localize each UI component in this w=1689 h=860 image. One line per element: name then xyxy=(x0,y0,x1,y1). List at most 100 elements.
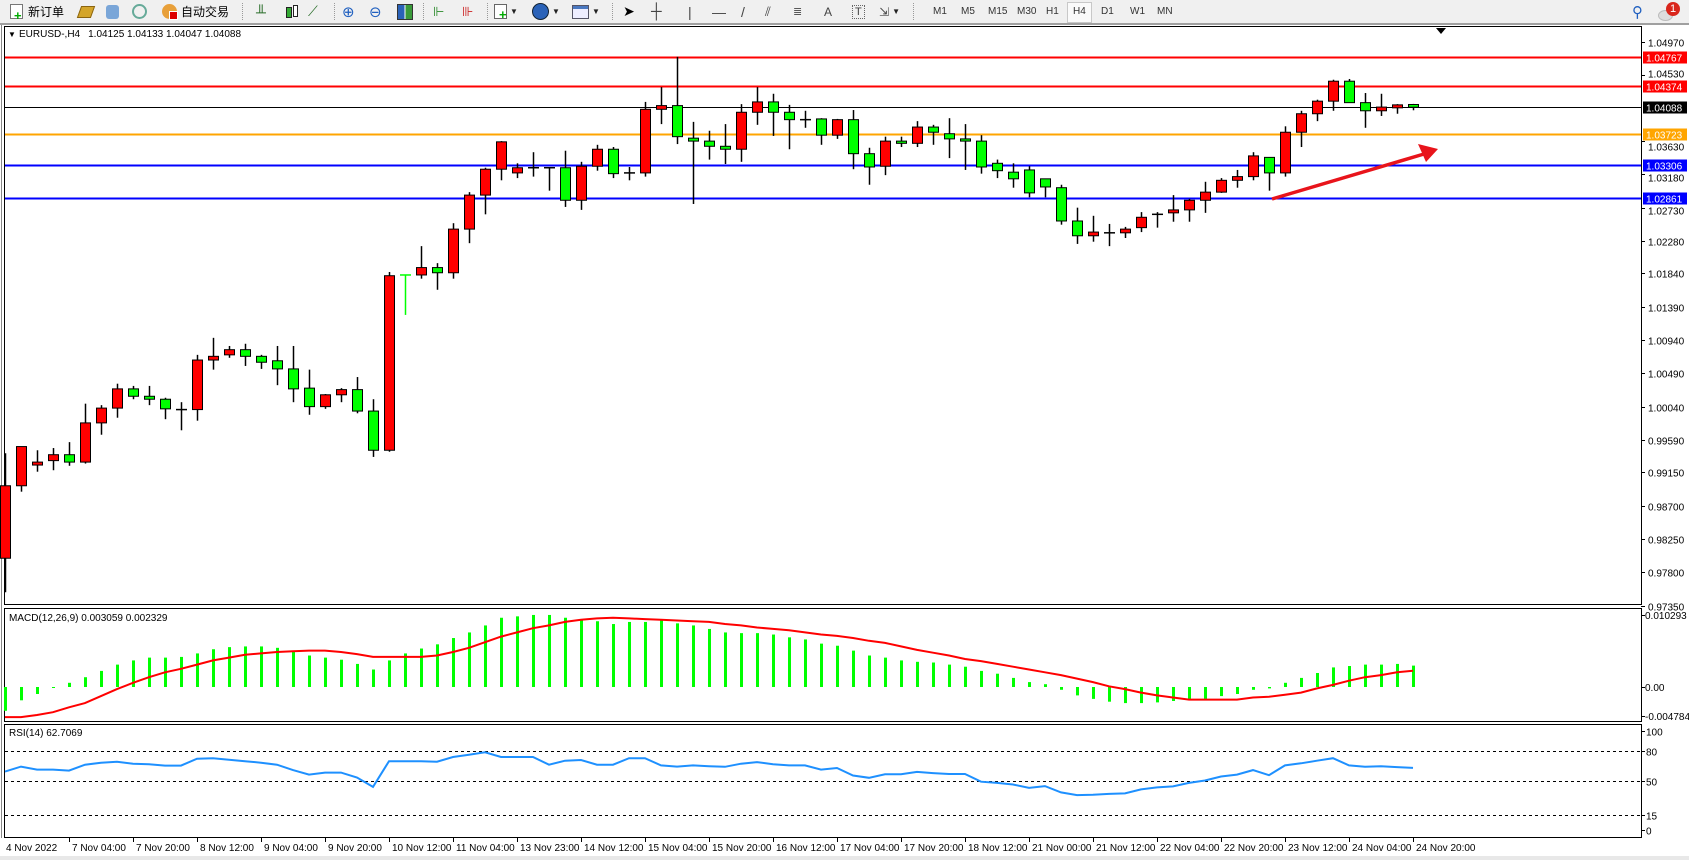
candlestick-button[interactable] xyxy=(283,2,299,21)
arrows-button[interactable]: ⇲ ▼ xyxy=(879,2,900,21)
candle xyxy=(528,152,539,177)
header-collapse-icon[interactable]: ▼ xyxy=(8,30,16,39)
timeframe-d1[interactable]: D1 xyxy=(1101,6,1114,17)
candle xyxy=(16,446,27,492)
price-tick-label: 0.98700 xyxy=(1648,503,1685,514)
vertical-line-button[interactable]: | xyxy=(688,2,692,21)
timeframe-m5[interactable]: M5 xyxy=(961,6,975,17)
status-strip xyxy=(0,856,1689,860)
zoom-in-button[interactable]: ⊕ xyxy=(342,2,355,21)
macd-histogram-bar xyxy=(68,682,71,687)
macd-histogram-bar xyxy=(884,657,887,687)
candle xyxy=(1312,99,1323,122)
price-level-tag xyxy=(1643,159,1687,172)
chart-window[interactable]: 1.04970 1.04530 1.03630 1.03180 1.02730 1.022… xyxy=(0,25,1689,860)
equidistant-channel-button[interactable]: ⫽ xyxy=(765,2,771,21)
search-icon: ⚲ xyxy=(1632,3,1643,21)
macd-pane[interactable] xyxy=(4,608,1642,722)
candle-body xyxy=(1280,131,1291,174)
bar-chart-button[interactable]: ╨ xyxy=(256,2,266,21)
crosshair-icon: ┼ xyxy=(651,3,662,20)
gold-button[interactable] xyxy=(76,2,96,21)
timeframe-h4[interactable]: H4 xyxy=(1067,2,1092,23)
people-button[interactable] xyxy=(106,2,119,21)
macd-histogram-bar xyxy=(1284,682,1287,687)
price-tick-label: 0.98250 xyxy=(1648,536,1685,547)
price-tick-label: 1.01390 xyxy=(1648,304,1685,315)
timeframe-h1[interactable]: H1 xyxy=(1046,6,1059,17)
candle xyxy=(576,161,587,210)
autoscroll-button[interactable]: ⊪ xyxy=(462,2,473,21)
candle xyxy=(1088,215,1099,242)
trendline-button[interactable]: / xyxy=(741,2,745,21)
candle-body xyxy=(1072,220,1083,237)
chart-shift-button[interactable]: ⊩ xyxy=(433,2,444,21)
signal-button[interactable] xyxy=(132,2,147,21)
candle xyxy=(912,121,923,148)
candle xyxy=(352,377,363,414)
candle-body xyxy=(160,398,171,410)
arrows-icon: ⇲ xyxy=(879,4,890,19)
candle-body xyxy=(832,119,843,136)
notification-button[interactable]: 1 xyxy=(1658,1,1680,21)
line-chart-button[interactable]: ⟋ xyxy=(308,2,318,21)
rsi-line xyxy=(4,751,1414,797)
macd-histogram-bar xyxy=(1188,687,1191,699)
macd-histogram-bar xyxy=(1060,687,1063,690)
candle-body xyxy=(128,388,139,397)
candle-body xyxy=(720,145,731,150)
new-order-button[interactable]: + 新订单 xyxy=(10,2,64,22)
search-button[interactable]: ⚲ xyxy=(1632,2,1643,21)
price-level-value: 1.04088 xyxy=(1646,104,1683,115)
auto-trading-button[interactable]: 自动交易 xyxy=(162,2,229,21)
macd-histogram-bar xyxy=(964,666,967,687)
candle xyxy=(1328,79,1339,111)
time-tick-label: 24 Nov 20:00 xyxy=(1416,843,1476,854)
price-level-value: 1.04374 xyxy=(1646,83,1683,94)
time-tick-label: 15 Nov 04:00 xyxy=(648,843,708,854)
trend-arrow[interactable] xyxy=(1271,144,1438,201)
fibonacci-button[interactable]: ≣ xyxy=(793,2,802,21)
arrow-head-icon[interactable] xyxy=(1418,144,1438,162)
cursor-button[interactable]: ➤ xyxy=(623,2,635,21)
main-pane[interactable] xyxy=(4,26,1642,605)
timeframe-m30[interactable]: M30 xyxy=(1017,6,1037,17)
macd-histogram-bar xyxy=(244,646,247,687)
crosshair-button[interactable]: ┼ xyxy=(651,2,662,21)
text-label-button[interactable]: T xyxy=(852,2,865,21)
macd-histogram-bar xyxy=(388,660,391,687)
equidistant-channel-icon: ⫽ xyxy=(765,3,771,19)
dropdown-arrow-icon: ▼ xyxy=(552,7,560,16)
candle xyxy=(640,101,651,177)
time-tick-label: 13 Nov 23:00 xyxy=(520,843,580,854)
macd-histogram-bar xyxy=(420,648,423,687)
macd-histogram-bar xyxy=(1044,684,1047,687)
periods-button[interactable]: ▼ xyxy=(532,2,560,21)
macd-histogram-bar xyxy=(1076,687,1079,696)
indicators-button[interactable]: + ▼ xyxy=(494,2,518,21)
timeframe-m15[interactable]: M15 xyxy=(988,6,1008,17)
macd-histogram-bar xyxy=(1124,687,1127,704)
tile-windows-button[interactable] xyxy=(397,2,413,21)
candle xyxy=(1184,198,1195,222)
macd-histogram-bar xyxy=(1204,687,1207,699)
macd-histogram-bar xyxy=(724,632,727,687)
candle-body xyxy=(816,118,827,136)
chart-shift-marker-icon[interactable] xyxy=(1436,28,1446,34)
macd-histogram-bar xyxy=(1332,667,1335,687)
templates-button[interactable]: ▼ xyxy=(572,2,600,21)
arrow-shaft[interactable] xyxy=(1271,152,1425,201)
toolbar-separator xyxy=(334,3,336,20)
macd-histogram-bar xyxy=(52,687,55,688)
timeframe-m1[interactable]: M1 xyxy=(933,6,947,17)
text-button[interactable]: A xyxy=(824,2,832,21)
candle-body xyxy=(1392,104,1403,109)
timeframe-w1[interactable]: W1 xyxy=(1130,6,1145,17)
zoom-out-button[interactable]: ⊖ xyxy=(369,2,382,21)
price-tick-label: 1.03180 xyxy=(1648,174,1685,185)
horizontal-line-button[interactable]: — xyxy=(712,2,726,21)
toolbar-separator xyxy=(242,3,244,20)
candle xyxy=(592,144,603,171)
price-tick-label: 1.01840 xyxy=(1648,270,1685,281)
timeframe-mn[interactable]: MN xyxy=(1157,6,1173,17)
